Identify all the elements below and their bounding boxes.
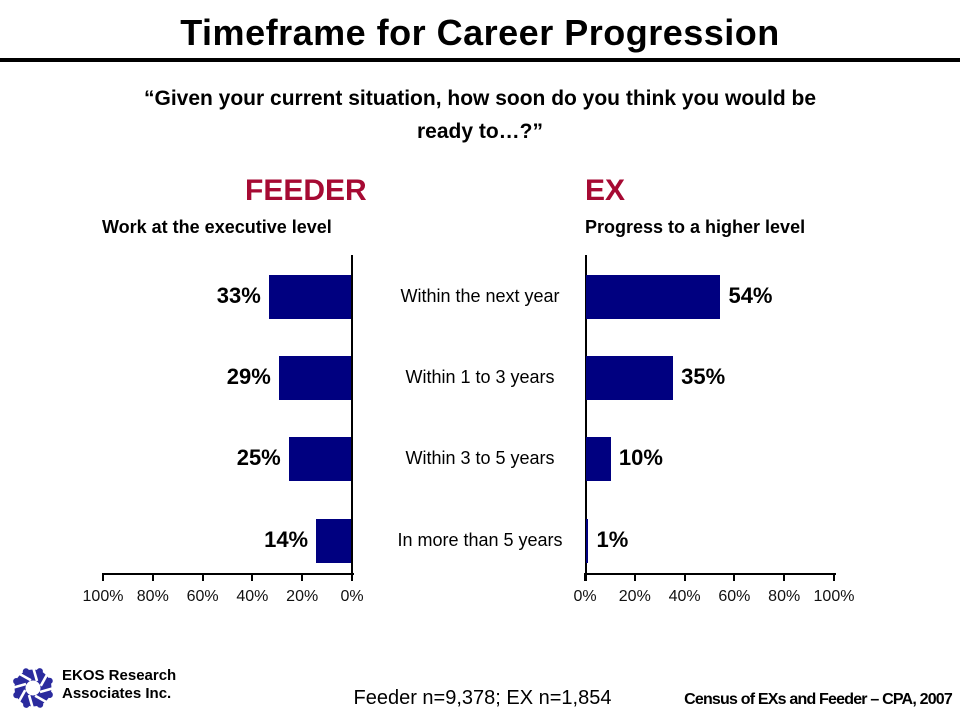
feeder-bar (278, 356, 351, 400)
category-label: In more than 5 years (397, 530, 563, 550)
survey-question-line2: ready to…?” (416, 120, 544, 143)
slide-title: Timeframe for Career Progression (180, 12, 780, 53)
source-note: Census of EXs and Feeder – CPA, 2007 (684, 691, 953, 708)
ex-series-header: EX (585, 174, 626, 207)
feeder-axis-tick (102, 573, 104, 581)
ex-axis-tick (633, 573, 636, 581)
feeder-axis-tick (201, 573, 204, 581)
feeder-axis-tick-label: 80% (136, 588, 169, 605)
feeder-series-header: FEEDER (245, 174, 367, 207)
ex-axis-tick (584, 573, 586, 581)
ex-axis-tick-label: 80% (768, 588, 801, 605)
ex-bar (586, 519, 589, 563)
feeder-value-axis-line (351, 255, 353, 581)
category-label: Within the next year (400, 286, 560, 306)
ex-bar (586, 437, 611, 481)
ex-value-label: 10% (618, 445, 663, 470)
ex-bar (586, 275, 721, 319)
title-divider (0, 58, 960, 62)
ex-value-label: 35% (681, 364, 726, 389)
ex-value-axis-line (585, 255, 587, 581)
survey-question-line1: “Given your current situation, how soon … (143, 87, 817, 110)
category-label: Within 3 to 5 years (405, 448, 555, 468)
ex-axis-tick (683, 573, 686, 581)
category-label: Within 1 to 3 years (405, 367, 555, 387)
feeder-axis-tick-label: 0% (340, 588, 364, 605)
feeder-bar (268, 275, 351, 319)
feeder-axis-tick (351, 573, 353, 581)
org-name-line2: Associates Inc. (62, 685, 172, 702)
feeder-series-subtitle: Work at the executive level (102, 217, 332, 237)
ex-axis-tick-label: 100% (813, 588, 855, 605)
feeder-bar (316, 519, 351, 563)
ex-axis-tick (833, 573, 835, 581)
feeder-axis-tick (301, 573, 304, 581)
feeder-axis-tick (151, 573, 154, 581)
org-name: EKOS Research Associates Inc. (62, 667, 176, 703)
survey-question: “Given your current situation, how soon … (80, 82, 880, 148)
feeder-value-label: 25% (236, 445, 281, 470)
ex-axis-tick-label: 0% (573, 588, 597, 605)
feeder-value-label: 33% (216, 283, 261, 308)
org-name-line1: EKOS Research (62, 667, 177, 684)
ex-series-subtitle: Progress to a higher level (585, 217, 806, 237)
ex-axis-tick (783, 573, 786, 581)
feeder-axis-tick-label: 100% (82, 588, 124, 605)
ex-bar (586, 356, 674, 400)
feeder-axis-tick (251, 573, 254, 581)
ekos-logo-icon (11, 666, 55, 710)
feeder-value-label: 14% (264, 527, 309, 552)
feeder-category-axis-line (102, 573, 354, 575)
ex-axis-tick (733, 573, 736, 581)
ex-category-axis-line (584, 573, 836, 575)
sample-size-note: Feeder n=9,378; EX n=1,854 (353, 687, 612, 709)
ex-axis-tick-label: 40% (668, 588, 701, 605)
feeder-value-label: 29% (226, 364, 271, 389)
ex-axis-tick-label: 20% (618, 588, 651, 605)
feeder-axis-tick-label: 60% (186, 588, 219, 605)
feeder-axis-tick-label: 40% (236, 588, 269, 605)
ex-value-label: 54% (728, 283, 773, 308)
ex-value-label: 1% (596, 527, 629, 552)
feeder-bar (288, 437, 351, 481)
feeder-axis-tick-label: 20% (286, 588, 319, 605)
ex-axis-tick-label: 60% (718, 588, 751, 605)
